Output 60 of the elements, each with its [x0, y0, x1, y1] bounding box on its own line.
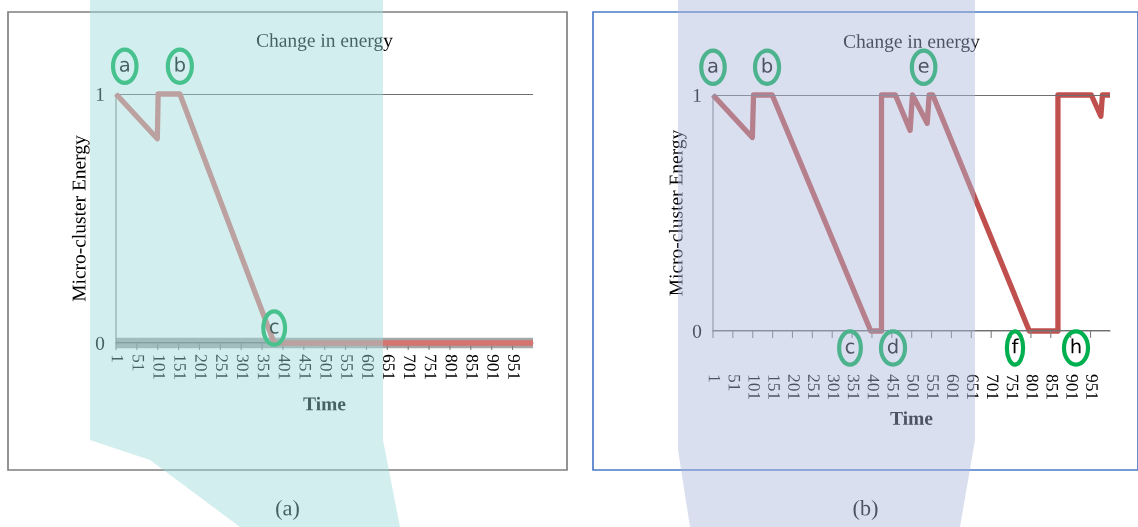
x-tick-label: 501	[907, 375, 920, 400]
x-tick-label: 401	[867, 374, 880, 400]
x-axis-title: Time	[303, 396, 346, 411]
x-tick-label: 251	[808, 374, 820, 400]
x-tick-label: 951	[1086, 374, 1098, 400]
x-tick-label: 51	[132, 355, 145, 371]
x-tick-label: 201	[195, 354, 207, 380]
x-tick-label: 101	[748, 375, 761, 400]
x-tick-label: 351	[257, 354, 270, 380]
x-tick-label: 201	[788, 374, 800, 400]
chart-title: Change in energy	[256, 33, 393, 51]
x-tick-label: 351	[847, 374, 860, 400]
x-tick-label: 751	[1006, 375, 1019, 400]
text: (a)	[276, 499, 299, 521]
x-tick-label: 801	[445, 354, 458, 380]
annotation: b	[762, 57, 773, 73]
x-tick-label: 651	[966, 374, 979, 400]
annotation: a	[119, 60, 129, 72]
y-tick-label: 0	[692, 324, 702, 338]
text: (b)	[853, 499, 878, 521]
annotation: c	[269, 322, 279, 334]
x-tick-label: 551	[927, 375, 939, 400]
text: f	[1012, 338, 1019, 354]
x-tick-label: 551	[341, 355, 353, 380]
x-tick-label: 901	[487, 354, 500, 380]
chart-title: Change in energy	[843, 34, 980, 52]
x-tick-label: 951	[508, 354, 520, 380]
x-tick-label: 451	[887, 374, 900, 400]
x-tick-label: 101	[153, 355, 166, 380]
x-tick-label: 601	[362, 354, 374, 380]
x-tick-label: 1	[111, 355, 124, 362]
text: d	[887, 338, 898, 354]
x-tick-label: 651	[382, 354, 395, 380]
annotation: a	[708, 61, 718, 73]
annotation: e	[918, 61, 929, 73]
x-tick-label: 751	[424, 355, 437, 380]
x-tick-label: 851	[1046, 374, 1059, 400]
x-tick-label: 151	[768, 375, 780, 400]
text: h	[1071, 338, 1081, 354]
x-tick-label: 701	[403, 355, 416, 380]
x-tick-label: 851	[466, 354, 479, 380]
x-tick-label: 451	[299, 354, 312, 380]
x-tick-label: 151	[174, 355, 186, 380]
text: c	[845, 342, 855, 354]
x-axis-title: Time	[890, 411, 933, 425]
x-tick-label: 301	[236, 354, 249, 380]
x-tick-label: 401	[278, 354, 291, 380]
x-tick-label: 801	[1026, 374, 1039, 400]
y-tick-label: 0	[95, 336, 105, 350]
x-tick-label: 701	[986, 375, 999, 400]
annotation: b	[175, 56, 185, 72]
x-tick-label: 601	[947, 374, 959, 400]
x-tick-label: 1	[708, 375, 721, 382]
x-tick-label: 501	[320, 355, 333, 380]
x-tick-label: 901	[1066, 374, 1079, 400]
x-tick-label: 51	[728, 375, 741, 391]
x-tick-label: 251	[216, 354, 228, 380]
y-axis-title: Micro-cluster Energy	[668, 129, 687, 296]
y-axis-title: Micro-cluster Energy	[71, 135, 90, 302]
x-tick-label: 301	[827, 374, 840, 400]
